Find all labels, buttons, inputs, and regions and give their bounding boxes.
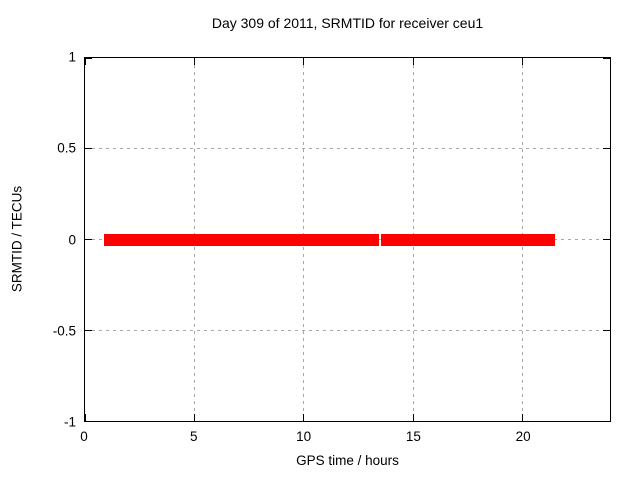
x-axis-label: GPS time / hours xyxy=(296,453,399,468)
x-tick-label-20: 20 xyxy=(515,429,531,444)
y-tick-label-1: 1 xyxy=(68,49,76,65)
x-tick-mark-top-0 xyxy=(84,58,86,65)
x-tick-mark-bottom-0 xyxy=(84,414,86,421)
y-tick-mark-right-0.5 xyxy=(603,148,610,150)
y-tick-label-0: 0 xyxy=(68,232,76,247)
y-tick-mark-left-0.5 xyxy=(85,148,92,150)
y-axis-tick-labels: 1 0.5 0 -0.5 -1 xyxy=(0,50,76,430)
y-tick-mark-left--0.5 xyxy=(85,329,92,331)
gridline-y-0.5 xyxy=(85,148,610,150)
y-tick-label-0.5: 0.5 xyxy=(57,140,76,156)
x-tick-mark-top-10 xyxy=(303,58,305,65)
y-tick-label--1: -1 xyxy=(63,414,76,430)
x-tick-mark-bottom-15 xyxy=(412,414,414,421)
x-tick-mark-bottom-5 xyxy=(193,414,195,421)
x-tick-label-15: 15 xyxy=(405,429,421,444)
x-tick-mark-bottom-10 xyxy=(303,414,305,421)
gridline-y--0.5 xyxy=(85,329,610,331)
x-tick-label-10: 10 xyxy=(296,429,312,444)
x-tick-label-0: 0 xyxy=(80,429,88,444)
x-tick-mark-bottom-20 xyxy=(522,414,523,421)
y-tick-mark-right-0 xyxy=(603,239,610,240)
y-tick-mark-right-1 xyxy=(603,57,610,59)
y-tick-mark-left--1 xyxy=(85,420,92,422)
y-tick-label--0.5: -0.5 xyxy=(52,323,76,339)
x-tick-mark-top-15 xyxy=(412,58,414,65)
data-series-srmtid-segment-1 xyxy=(380,233,556,246)
data-series-srmtid-segment-0 xyxy=(103,233,379,246)
y-tick-mark-left-1 xyxy=(85,57,92,59)
y-tick-mark-right--1 xyxy=(603,420,610,422)
x-axis-tick-labels: 0 5 10 15 20 xyxy=(80,429,611,445)
x-tick-mark-top-5 xyxy=(193,58,195,65)
y-tick-mark-right--0.5 xyxy=(603,329,610,331)
chart-title: Day 309 of 2011, SRMTID for receiver ceu… xyxy=(211,15,484,31)
y-tick-mark-left-0 xyxy=(85,239,92,240)
plot-area xyxy=(84,57,611,422)
x-tick-label-5: 5 xyxy=(190,429,198,444)
x-tick-mark-top-20 xyxy=(522,58,523,65)
